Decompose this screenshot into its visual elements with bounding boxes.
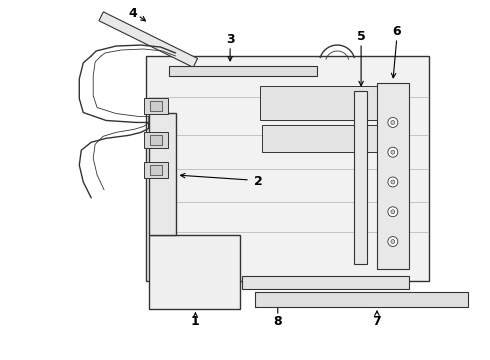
Polygon shape: [149, 235, 240, 309]
Circle shape: [388, 237, 398, 247]
Circle shape: [388, 117, 398, 127]
Polygon shape: [150, 165, 162, 175]
Text: 5: 5: [357, 30, 366, 42]
Polygon shape: [149, 113, 175, 235]
Polygon shape: [354, 91, 367, 264]
Polygon shape: [262, 125, 377, 152]
Polygon shape: [99, 12, 197, 67]
Text: 3: 3: [226, 33, 234, 46]
Circle shape: [391, 150, 395, 154]
Circle shape: [391, 239, 395, 243]
Text: 7: 7: [372, 315, 381, 328]
Circle shape: [391, 180, 395, 184]
Polygon shape: [377, 83, 409, 269]
Polygon shape: [242, 276, 409, 289]
Polygon shape: [144, 162, 168, 178]
Polygon shape: [144, 98, 168, 113]
Text: 4: 4: [128, 7, 137, 20]
Circle shape: [388, 147, 398, 157]
Text: 2: 2: [253, 175, 262, 189]
Polygon shape: [146, 56, 429, 281]
Polygon shape: [150, 135, 162, 145]
Text: 1: 1: [191, 315, 200, 328]
Polygon shape: [169, 66, 318, 76]
Text: 6: 6: [392, 24, 401, 38]
Circle shape: [388, 207, 398, 217]
Circle shape: [391, 210, 395, 214]
Polygon shape: [260, 86, 394, 121]
Polygon shape: [144, 132, 168, 148]
Polygon shape: [150, 100, 162, 111]
Circle shape: [388, 177, 398, 187]
Polygon shape: [255, 292, 468, 307]
Text: 8: 8: [273, 315, 282, 328]
Circle shape: [391, 121, 395, 125]
